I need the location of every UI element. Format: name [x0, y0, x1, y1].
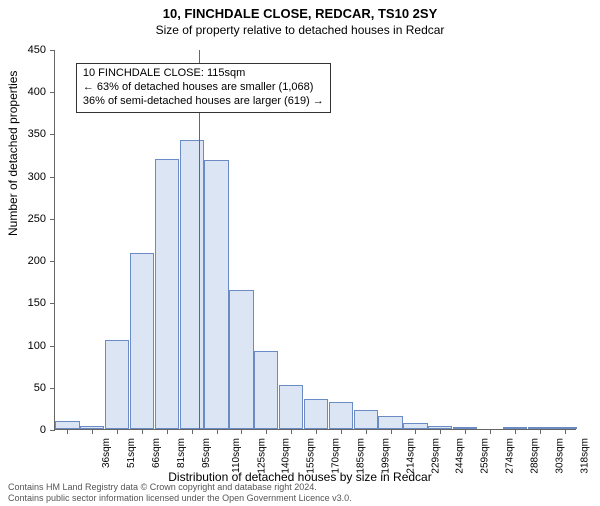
y-tick-label: 250: [6, 213, 46, 225]
x-tick-label: 66sqm: [151, 438, 162, 468]
x-tick: [366, 429, 367, 434]
x-tick-label: 288sqm: [530, 438, 541, 474]
x-tick-label: 274sqm: [505, 438, 516, 474]
y-tick-label: 50: [6, 382, 46, 394]
x-tick: [341, 429, 342, 434]
x-tick: [192, 429, 193, 434]
x-tick: [291, 429, 292, 434]
x-tick: [167, 429, 168, 434]
y-tick: [50, 134, 55, 135]
x-tick-label: 318sqm: [579, 438, 590, 474]
page-title: 10, FINCHDALE CLOSE, REDCAR, TS10 2SY: [0, 6, 600, 21]
histogram-bar: [254, 351, 278, 429]
y-tick-label: 100: [6, 340, 46, 352]
annotation-line: ← 63% of detached houses are smaller (1,…: [83, 81, 324, 95]
y-tick: [50, 50, 55, 51]
histogram-bar: [229, 290, 253, 429]
y-tick-label: 200: [6, 255, 46, 267]
annotation-box: 10 FINCHDALE CLOSE: 115sqm← 63% of detac…: [76, 63, 331, 112]
x-tick: [490, 429, 491, 434]
x-tick: [217, 429, 218, 434]
footer-attribution: Contains HM Land Registry data © Crown c…: [8, 482, 352, 504]
x-tick-label: 244sqm: [455, 438, 466, 474]
x-tick-label: 155sqm: [306, 438, 317, 474]
y-tick: [50, 177, 55, 178]
x-tick-label: 199sqm: [380, 438, 391, 474]
x-tick: [142, 429, 143, 434]
x-tick-label: 214sqm: [405, 438, 416, 474]
x-tick-label: 95sqm: [201, 438, 212, 468]
y-tick-label: 450: [6, 44, 46, 56]
x-tick: [565, 429, 566, 434]
footer-line-1: Contains HM Land Registry data © Crown c…: [8, 482, 352, 493]
x-tick-label: 259sqm: [480, 438, 491, 474]
y-tick: [50, 388, 55, 389]
y-tick: [50, 92, 55, 93]
x-tick-label: 36sqm: [101, 438, 112, 468]
x-tick-label: 229sqm: [430, 438, 441, 474]
x-tick: [440, 429, 441, 434]
x-tick: [266, 429, 267, 434]
x-tick: [316, 429, 317, 434]
histogram-bar: [180, 140, 204, 429]
y-tick-label: 350: [6, 128, 46, 140]
annotation-line: 36% of semi-detached houses are larger (…: [83, 95, 324, 109]
y-tick: [50, 303, 55, 304]
x-tick: [241, 429, 242, 434]
y-tick: [50, 261, 55, 262]
plot-area: 05010015020025030035040045036sqm51sqm66s…: [54, 50, 576, 430]
x-tick: [415, 429, 416, 434]
y-tick-label: 400: [6, 86, 46, 98]
histogram-bar: [55, 421, 79, 429]
x-tick-label: 185sqm: [356, 438, 367, 474]
x-tick-label: 110sqm: [231, 438, 242, 473]
y-tick-label: 300: [6, 171, 46, 183]
x-tick-label: 125sqm: [256, 438, 267, 474]
x-tick: [391, 429, 392, 434]
histogram-bar: [130, 253, 154, 429]
histogram-bar: [378, 416, 402, 429]
x-tick: [515, 429, 516, 434]
histogram-bar: [105, 340, 129, 429]
y-tick: [50, 430, 55, 431]
x-tick-label: 81sqm: [176, 438, 187, 468]
x-tick-label: 303sqm: [554, 438, 565, 474]
y-tick-label: 150: [6, 297, 46, 309]
x-tick-label: 170sqm: [331, 438, 342, 474]
y-tick: [50, 219, 55, 220]
x-tick-label: 140sqm: [281, 438, 292, 474]
histogram-bar: [354, 410, 378, 429]
annotation-line: 10 FINCHDALE CLOSE: 115sqm: [83, 67, 324, 81]
x-tick: [67, 429, 68, 434]
x-tick: [117, 429, 118, 434]
y-tick: [50, 346, 55, 347]
x-tick: [465, 429, 466, 434]
footer-line-2: Contains public sector information licen…: [8, 493, 352, 504]
histogram-bar: [279, 385, 303, 429]
x-tick: [540, 429, 541, 434]
histogram-bar: [204, 160, 228, 429]
x-tick: [92, 429, 93, 434]
histogram-bar: [329, 402, 353, 429]
x-tick-label: 51sqm: [126, 438, 137, 468]
chart-area: 05010015020025030035040045036sqm51sqm66s…: [54, 50, 576, 430]
page-subtitle: Size of property relative to detached ho…: [0, 23, 600, 37]
histogram-bar: [304, 399, 328, 429]
histogram-bar: [155, 159, 179, 429]
y-tick-label: 0: [6, 424, 46, 436]
